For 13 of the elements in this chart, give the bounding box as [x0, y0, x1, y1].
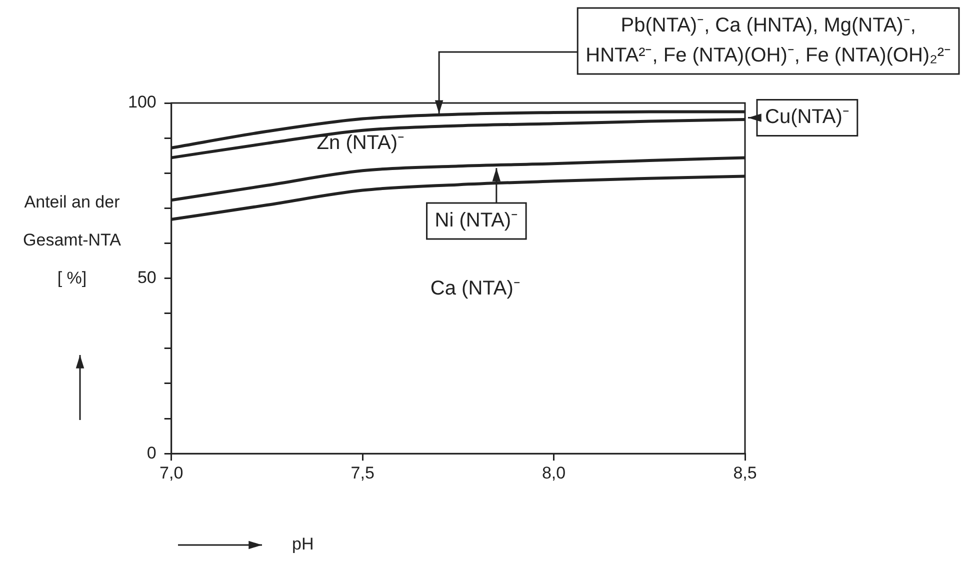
- y-tick-label: 100: [128, 92, 156, 112]
- x-tick-label: 7,5: [350, 463, 374, 482]
- annotation: Cu(NTA)⁻: [765, 106, 850, 128]
- x-axis-title: pH: [292, 534, 314, 554]
- y-axis-title: Anteil an der Gesamt-NTA [ %]: [23, 192, 122, 288]
- y-tick-label: 50: [137, 268, 156, 287]
- annotation: Ni (NTA)⁻: [434, 210, 518, 232]
- x-tick-label: 8,0: [542, 463, 566, 482]
- annotation: Pb(NTA)⁻, Ca (HNTA), Mg(NTA)⁻, HNTA²⁻, Fe (NTA)(OH)⁻, Fe (NTA)(OH)₂²⁻: [586, 14, 951, 67]
- x-tick-label: 7,0: [160, 463, 184, 482]
- y-tick-label: 0: [146, 443, 156, 462]
- annotation: Ca (NTA)⁻: [430, 277, 520, 300]
- x-tick-label: 8,5: [733, 463, 757, 482]
